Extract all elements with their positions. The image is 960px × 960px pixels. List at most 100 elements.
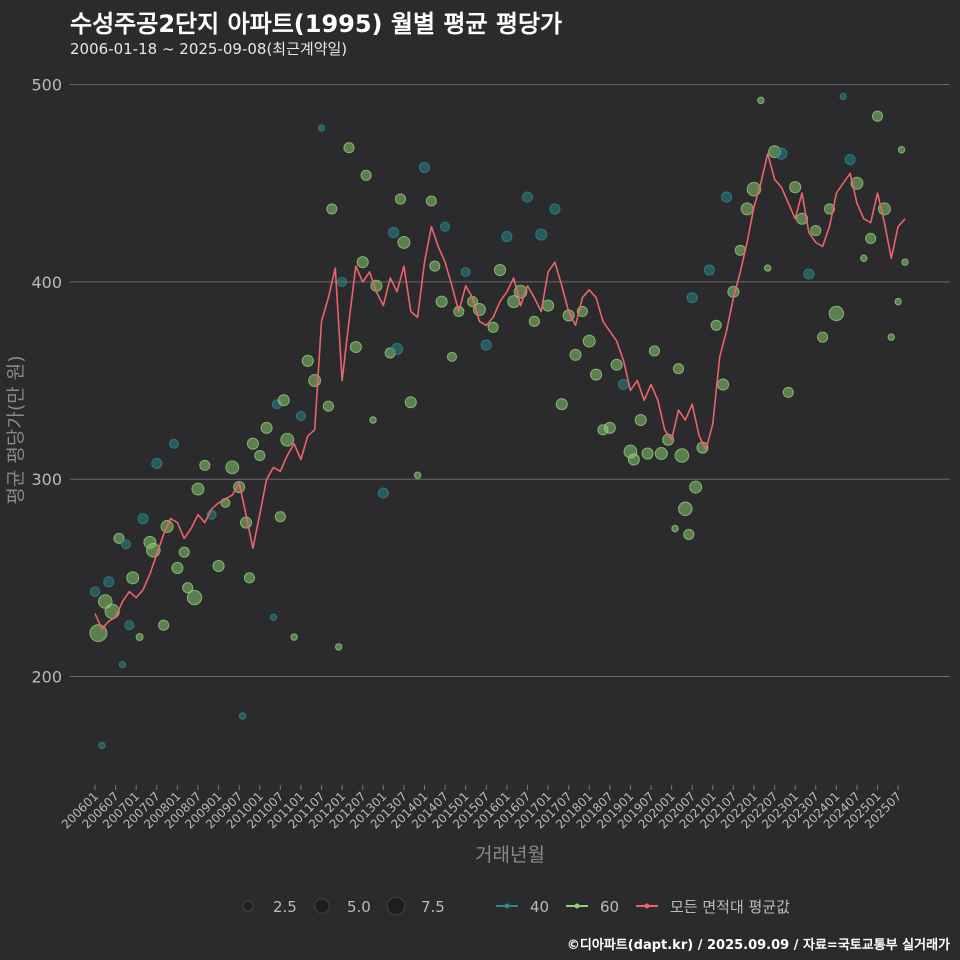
data-point [528, 315, 540, 327]
data-point [460, 267, 471, 278]
data-point [274, 511, 286, 523]
data-point [171, 561, 184, 575]
data-point [182, 582, 194, 594]
data-point [349, 340, 362, 354]
data-point [435, 295, 448, 308]
data-point [860, 254, 868, 262]
y-axis-label: 평균 평당가(만 원) [5, 355, 27, 504]
data-point [377, 487, 389, 499]
data-point [212, 559, 225, 573]
legend-size-label: 5.0 [347, 898, 371, 916]
data-point [343, 142, 355, 154]
y-tick-label: 200 [31, 667, 62, 686]
chart-title: 수성주공2단지 아파트(1995) 월별 평균 평당가 [70, 10, 563, 38]
legend-size-label: 7.5 [421, 898, 445, 916]
data-point [810, 225, 822, 237]
data-point [717, 378, 730, 391]
data-point [603, 421, 616, 434]
data-point [225, 460, 240, 475]
data-point [844, 154, 856, 166]
data-point [803, 268, 815, 280]
data-point [764, 264, 772, 272]
data-point [641, 447, 654, 460]
legend: 2.5 5.0 7.5 40 60 모든 면적대 평균값 [242, 896, 790, 916]
data-point [678, 501, 693, 517]
data-point [795, 212, 809, 225]
data-point [542, 299, 555, 312]
y-tick-label: 500 [31, 76, 62, 95]
data-point [703, 264, 715, 276]
data-point [254, 449, 266, 462]
average-line [94, 152, 906, 630]
data-point [246, 437, 259, 450]
data-point [521, 191, 534, 203]
data-point [887, 333, 895, 341]
average-line-path [94, 152, 906, 630]
data-point [390, 342, 404, 356]
legend-size-circle [242, 900, 254, 912]
data-point [683, 528, 695, 540]
source-credit: ©디아파트(dapt.kr) / 2025.09.09 / 자료=국토교통부 실… [566, 938, 950, 953]
data-point [686, 292, 698, 304]
data-point [418, 161, 431, 174]
data-point [671, 524, 679, 533]
data-point [487, 321, 499, 333]
y-tick-label: 400 [31, 273, 62, 292]
data-point [782, 386, 794, 398]
data-point [689, 480, 703, 494]
data-point [501, 230, 513, 243]
data-point [894, 297, 902, 306]
legend-series-label: 60 [600, 898, 619, 916]
data-point [617, 378, 630, 391]
data-point [290, 633, 298, 641]
data-point [295, 411, 306, 422]
data-point [151, 457, 163, 469]
scatter-points [89, 92, 909, 750]
data-point [269, 613, 278, 621]
data-point [404, 396, 417, 409]
data-point [89, 586, 101, 597]
y-axis-ticks: 200 300 400 500 [31, 76, 62, 687]
data-point [113, 532, 125, 544]
data-point [710, 319, 722, 331]
data-point [199, 459, 211, 471]
data-point [317, 124, 326, 132]
data-point [627, 453, 640, 466]
x-axis-ticks: 2006012006072007012007072008012008072009… [59, 785, 904, 832]
data-point [839, 92, 847, 101]
data-point [394, 193, 407, 205]
data-point [120, 539, 131, 550]
data-point [828, 305, 845, 322]
legend-size-label: 2.5 [273, 898, 297, 916]
data-point [178, 546, 190, 558]
data-point [277, 394, 290, 407]
data-point [168, 438, 179, 449]
data-point [137, 513, 149, 525]
data-point [901, 258, 909, 266]
data-point [337, 276, 348, 287]
data-point [654, 447, 668, 461]
data-point [865, 232, 877, 245]
data-point [334, 643, 343, 651]
data-point [191, 482, 205, 496]
data-point [634, 413, 647, 427]
data-point [555, 398, 568, 411]
data-point [817, 331, 829, 343]
data-point [135, 633, 144, 642]
legend-series-dot [504, 903, 510, 909]
legend-size-circle [314, 898, 330, 914]
legend-size-circle [386, 896, 406, 916]
grid-lines [70, 84, 950, 677]
legend-series-label: 40 [530, 898, 549, 916]
data-point [672, 363, 685, 375]
chart-subtitle: 2006-01-18 ~ 2025-09-08(최근계약일) [70, 40, 348, 58]
x-axis-label: 거래년월 [475, 844, 545, 866]
data-point [429, 260, 441, 272]
data-point [757, 96, 765, 105]
data-point [186, 589, 203, 606]
legend-series-dot [644, 903, 650, 909]
data-point [871, 110, 884, 122]
data-point [740, 202, 754, 216]
data-point [388, 227, 400, 239]
